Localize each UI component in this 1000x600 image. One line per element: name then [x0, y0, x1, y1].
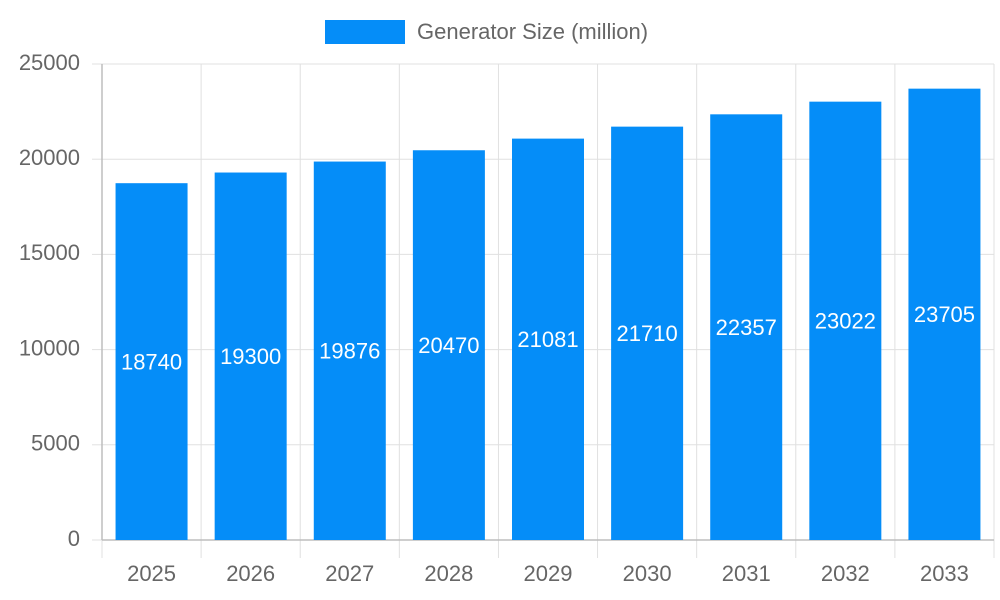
bar	[214, 172, 287, 540]
bar	[512, 138, 584, 540]
data-label: 21710	[617, 321, 678, 346]
bar	[710, 114, 783, 540]
x-tick-label: 2027	[325, 561, 374, 586]
bar	[313, 161, 386, 540]
x-tick-label: 2032	[821, 561, 870, 586]
data-label: 22357	[716, 315, 777, 340]
bar	[611, 126, 684, 540]
data-label: 23022	[815, 309, 876, 334]
bar	[412, 150, 485, 540]
x-tick-label: 2026	[226, 561, 275, 586]
x-tick-label: 2033	[920, 561, 969, 586]
bar	[908, 88, 981, 540]
data-label: 19876	[319, 339, 380, 364]
legend-swatch	[325, 20, 405, 44]
x-tick-label: 2028	[424, 561, 473, 586]
y-tick-label: 0	[68, 526, 80, 551]
data-label: 21081	[517, 327, 578, 352]
x-tick-label: 2031	[722, 561, 771, 586]
data-label: 23705	[914, 302, 975, 327]
data-label: 20470	[418, 333, 479, 358]
data-label: 19300	[220, 344, 281, 369]
bar	[809, 101, 882, 540]
y-tick-label: 20000	[19, 145, 80, 170]
legend-label: Generator Size (million)	[417, 19, 648, 44]
y-tick-label: 15000	[19, 240, 80, 265]
y-tick-label: 5000	[31, 431, 80, 456]
data-label: 18740	[121, 349, 182, 374]
y-tick-label: 25000	[19, 50, 80, 75]
x-tick-label: 2025	[127, 561, 176, 586]
x-tick-label: 2030	[623, 561, 672, 586]
y-tick-label: 10000	[19, 335, 80, 360]
x-tick-label: 2029	[524, 561, 573, 586]
bar	[115, 183, 188, 540]
